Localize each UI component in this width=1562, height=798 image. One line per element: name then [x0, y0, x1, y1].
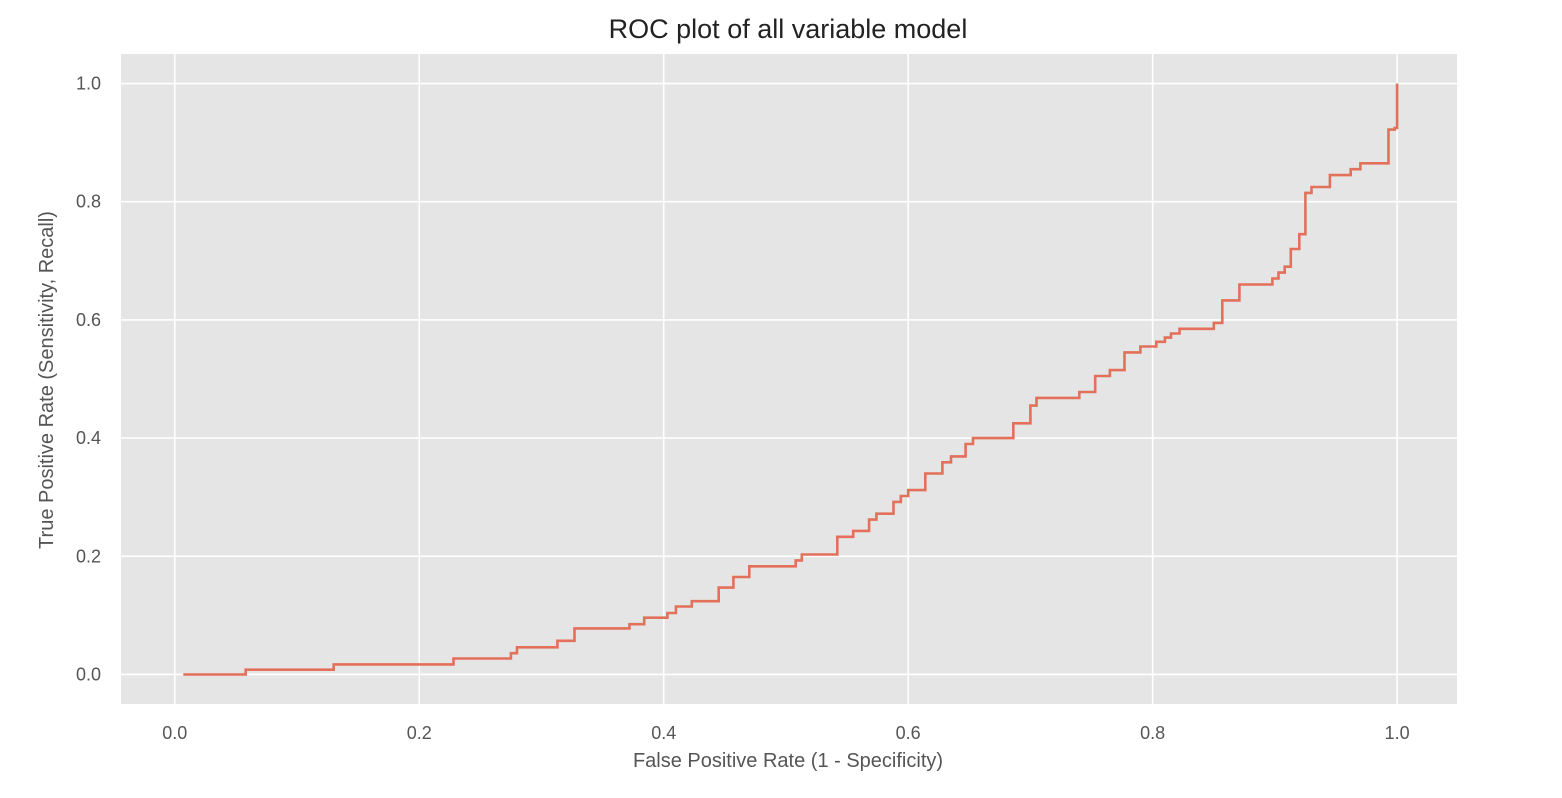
x-gridlines [173, 54, 1398, 704]
y-tick-label: 1.0 [76, 74, 101, 94]
y-gridlines [121, 82, 1457, 676]
x-tick-label: 1.0 [1385, 723, 1410, 743]
x-tick-label: 0.0 [162, 723, 187, 743]
x-tick-label: 0.6 [896, 723, 921, 743]
roc-curve-line [183, 83, 1399, 676]
y-axis-label: True Positive Rate (Sensitivity, Recall) [36, 211, 58, 549]
chart-title: ROC plot of all variable model [609, 14, 968, 44]
plot-area [121, 54, 1457, 704]
y-tick-labels: 0.0 0.2 0.4 0.6 0.8 1.0 [76, 74, 101, 685]
y-tick-label: 0.8 [76, 192, 101, 212]
x-tick-labels: 0.0 0.2 0.4 0.6 0.8 1.0 [162, 723, 1409, 743]
y-tick-label: 0.4 [76, 428, 101, 448]
y-tick-label: 0.0 [76, 664, 101, 684]
x-axis-label: False Positive Rate (1 - Specificity) [633, 750, 943, 772]
x-tick-label: 0.4 [651, 723, 676, 743]
y-tick-label: 0.2 [76, 546, 101, 566]
y-tick-label: 0.6 [76, 310, 101, 330]
x-tick-label: 0.8 [1140, 723, 1165, 743]
x-tick-label: 0.2 [407, 723, 432, 743]
